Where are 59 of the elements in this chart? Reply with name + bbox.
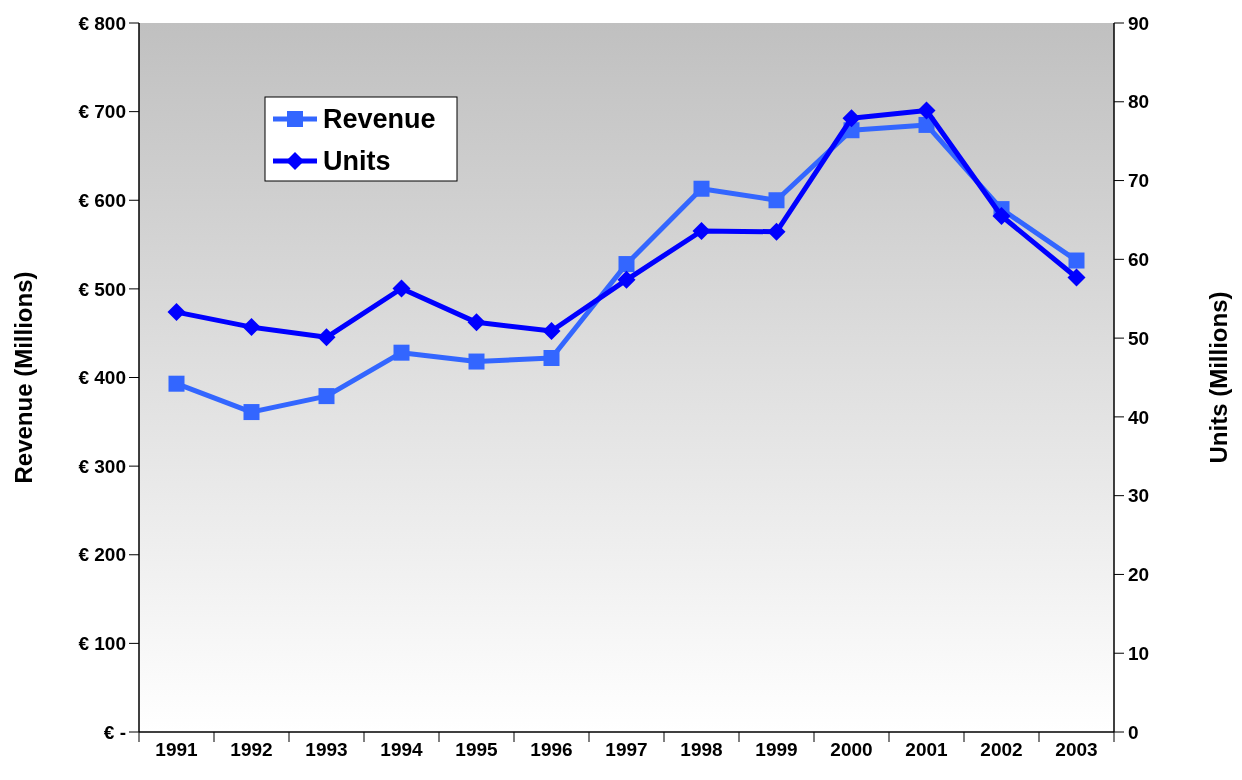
y2-tick-label: 20 [1128,564,1150,586]
x-tick-label: 1999 [755,739,798,760]
point [1068,252,1085,269]
legend-label: Units [323,146,391,177]
x-tick-label: 2000 [830,739,873,760]
x-tick-label: 2001 [905,739,949,760]
y-tick-label: € 700 [78,101,126,123]
point [243,404,260,421]
x-tick-label: 1993 [305,739,348,760]
point [242,318,261,337]
y2-axis-title: Units (Millions) [1205,291,1232,464]
y-tick-label: € - [103,721,126,743]
point [767,222,786,241]
x-tick-label: 1992 [230,739,273,760]
y2-tick-label: 0 [1128,721,1139,743]
x-tick-label: 1991 [155,739,199,760]
point [317,328,336,347]
y2-tick-label: 80 [1128,91,1150,113]
x-tick-label: 2003 [1055,739,1098,760]
point [692,221,711,240]
point [992,207,1011,226]
y-axis-title: Revenue (Millions) [10,271,37,484]
y-tick-label: € 800 [78,12,126,34]
x-tick-label: 1996 [530,739,573,760]
point [768,192,785,209]
y-tick-label: € 300 [78,455,126,477]
y2-tick-label: 40 [1128,406,1150,428]
point [168,375,185,392]
point [318,388,335,405]
x-tick-label: 2002 [980,739,1023,760]
y2-tick-label: 60 [1128,248,1150,270]
y2-tick-label: 10 [1128,642,1150,664]
y-tick-label: € 100 [78,633,126,655]
point [467,313,486,332]
point [842,109,861,128]
x-tick-label: 1998 [680,739,723,760]
y-tick-label: € 200 [78,544,126,566]
point [468,353,485,370]
point [618,256,635,273]
y-tick-label: € 500 [78,278,126,300]
point [693,180,710,197]
x-tick-label: 1995 [455,739,499,760]
point [1067,268,1086,287]
point [543,350,560,366]
y2-tick-label: 30 [1128,485,1150,507]
point [167,303,186,322]
y2-tick-label: 50 [1128,327,1150,349]
y-tick-label: € 600 [78,189,126,211]
y-tick-label: € 400 [78,367,126,389]
point [617,270,636,289]
y2-tick-label: 70 [1128,170,1150,192]
y2-tick-label: 90 [1128,12,1150,34]
x-tick-label: 1997 [605,739,648,760]
x-tick-label: 1994 [380,739,424,760]
point [392,279,411,298]
point [542,322,561,341]
point [393,344,410,361]
point [917,101,936,120]
legend-label: Revenue [323,104,436,135]
